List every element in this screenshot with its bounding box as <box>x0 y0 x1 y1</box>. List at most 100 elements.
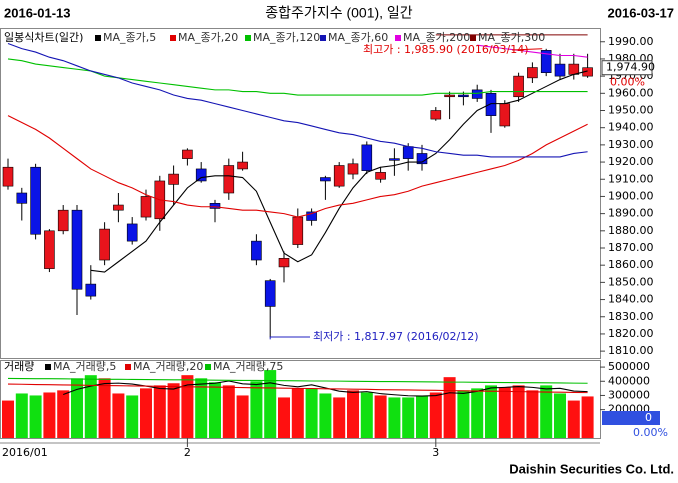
legend-label: MA_종가,20 <box>178 31 238 44</box>
candle-body <box>485 93 497 116</box>
ma-line <box>63 380 588 397</box>
annotation-line <box>269 336 310 340</box>
candle-body <box>402 146 414 159</box>
legend-swatch <box>470 35 476 41</box>
start-date: 2016-01-13 <box>4 5 71 20</box>
legend-swatch <box>170 35 176 41</box>
volume-bar <box>29 395 42 438</box>
candle-body <box>320 177 331 182</box>
candle-body <box>375 172 386 180</box>
candle-body <box>99 228 110 261</box>
candle-body <box>237 161 248 170</box>
ma-line <box>90 70 588 273</box>
candle-body <box>113 204 124 211</box>
price-change: 0.00% <box>610 76 645 89</box>
y-tick-label: 500000 <box>608 360 650 373</box>
volume-bar <box>416 395 428 438</box>
candle-body <box>85 283 97 297</box>
volume-bar <box>167 383 180 438</box>
volume-bar <box>264 370 277 438</box>
legend-label: MA_종가,60 <box>328 31 388 44</box>
footer: Daishin Securities Co. Ltd. <box>509 461 674 476</box>
candle-body <box>223 165 235 194</box>
ma-line <box>7 42 588 158</box>
volume-readout: 0 <box>645 411 652 424</box>
volume-bar <box>84 375 97 438</box>
y-tick-label: 1990.00 <box>608 35 654 48</box>
volume-bar <box>112 393 125 438</box>
legend-swatch <box>45 364 51 370</box>
ma-line <box>7 58 588 96</box>
volume-bar <box>388 397 401 438</box>
x-tick-label: 2016/01 <box>2 446 48 459</box>
volume-bar <box>98 378 111 438</box>
volume-bar <box>236 395 249 438</box>
y-tick-label: 1850.00 <box>608 275 654 288</box>
volume-bar <box>581 396 594 438</box>
legend-label: MA_종가,5 <box>103 31 156 44</box>
legend-title: 일봉식차트(일간) <box>4 30 83 44</box>
candle-body <box>30 166 41 235</box>
volume-readout-box <box>602 411 660 425</box>
candle-body <box>471 89 483 99</box>
volume-bar <box>526 390 539 438</box>
price-panel <box>0 28 601 359</box>
candle-body <box>333 165 345 187</box>
volume-panel <box>0 360 601 439</box>
price-readout-box <box>601 60 653 76</box>
y-tick-label: 1950.00 <box>608 104 654 117</box>
end-date: 2016-03-17 <box>608 5 675 20</box>
y-tick-label: 1900.00 <box>608 189 654 202</box>
candle-body <box>306 211 317 221</box>
legend-label: MA_거래량,20 <box>133 360 203 373</box>
candle-body <box>513 75 524 98</box>
volume-bar <box>71 378 83 438</box>
candle-body <box>140 196 152 218</box>
candle-body <box>278 258 290 268</box>
legend-title: 거래량 <box>4 360 34 373</box>
legend-label: MA_거래량,5 <box>53 360 116 373</box>
volume-bar <box>43 392 56 438</box>
legend-swatch <box>245 35 251 41</box>
candle-body <box>430 110 442 120</box>
volume-bar <box>291 388 304 438</box>
legend-label: MA_거래량,75 <box>213 360 283 373</box>
ma-line <box>7 115 588 218</box>
candle-body <box>554 63 566 77</box>
volume-bar <box>153 385 166 438</box>
legend-swatch <box>125 364 131 370</box>
y-tick-label: 1940.00 <box>608 121 654 134</box>
volume-bar <box>140 388 152 438</box>
y-tick-label: 1960.00 <box>608 86 654 99</box>
candle-body <box>2 166 14 187</box>
volume-bar <box>402 397 415 438</box>
y-tick-label: 1810.00 <box>608 344 654 357</box>
volume-bar <box>471 388 484 438</box>
volume-bar <box>540 385 553 438</box>
y-tick-label: 400000 <box>608 374 650 387</box>
volume-bar <box>222 385 235 438</box>
x-tick-label: 3 <box>432 446 439 459</box>
volume-bar <box>333 397 346 438</box>
chart-title: 종합주가지수 (001), 일간 <box>265 5 413 21</box>
volume-bar <box>360 392 373 438</box>
volume-bar <box>195 378 208 438</box>
volume-bar <box>429 392 442 438</box>
annotation: 최고가 : 1,985.90 (2016/03/14) <box>363 43 529 56</box>
ma-line <box>7 377 588 384</box>
legend-swatch <box>95 35 101 41</box>
y-tick-label: 1930.00 <box>608 138 654 151</box>
legend-swatch <box>395 35 401 41</box>
volume-bar <box>498 387 511 438</box>
y-tick-label: 1830.00 <box>608 310 654 323</box>
candle-body <box>251 240 262 261</box>
volume-bar <box>209 382 221 438</box>
candle-body <box>264 280 276 307</box>
candle-body <box>389 158 400 161</box>
candle-body <box>540 50 552 73</box>
candle-body <box>292 216 304 245</box>
legend-label: MA_종가,300 <box>478 31 545 44</box>
volume-bar <box>512 385 525 438</box>
